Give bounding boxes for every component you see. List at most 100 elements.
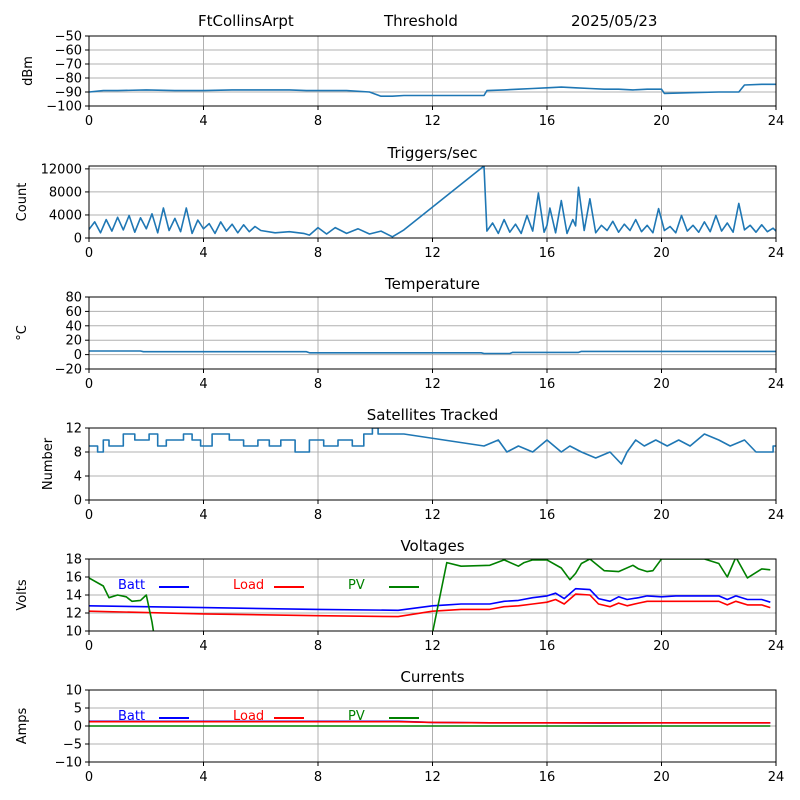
threshold-xtick-label: 24 [768,114,785,129]
temperature-xtick-label: 8 [314,377,322,392]
voltages-ylabel: Volts [15,579,30,611]
temperature-title: Temperature [384,275,480,293]
voltages-xtick-label: 12 [424,639,441,654]
triggers-xtick-label: 4 [199,246,207,261]
currents-xtick-label: 8 [314,770,322,785]
temperature-xtick-label: 20 [653,377,670,392]
temperature-xtick-label: 24 [768,377,785,392]
threshold-ytick-label: −90 [55,86,82,101]
temperature-ytick-label: 0 [74,348,82,363]
threshold-ylabel: dBm [21,56,36,86]
triggers-xtick-label: 16 [539,246,556,261]
triggers-ylabel: Count [15,183,30,222]
threshold-ytick-label: −60 [55,44,82,59]
satellites-xtick-label: 16 [539,508,556,523]
currents-xtick-label: 4 [199,770,207,785]
threshold-ytick-label: −50 [55,30,82,45]
voltages-ytick-label: 10 [65,625,82,640]
temperature-ytick-label: 60 [65,305,82,320]
satellites-panel: 0 4 8 12 16 20 24 0 4 8 12 Satellites Tracked Number [41,406,784,523]
currents-panel: 0 4 8 12 16 20 24 −10 −5 0 5 10 Currents Amps Batt Load… [15,668,784,785]
threshold-xtick-label: 4 [199,114,207,129]
triggers-xtick-label: 20 [653,246,670,261]
threshold-ytick-label: −100 [46,100,82,115]
satellites-ylabel: Number [41,437,56,490]
voltages-legend-label: Load [233,578,264,593]
triggers-ytick-label: 4000 [49,208,82,223]
threshold-xtick-label: 16 [539,114,556,129]
temperature-ytick-label: −20 [55,363,82,378]
currents-ytick-label: 5 [74,702,82,717]
voltages-legend-label: PV [348,578,365,593]
temperature-ytick-label: 40 [65,319,82,334]
satellites-xtick-label: 8 [314,508,322,523]
temperature-xtick-label: 16 [539,377,556,392]
voltages-series-batt-line [89,587,771,612]
satellites-title: Satellites Tracked [367,406,498,424]
currents-xtick-label: 12 [424,770,441,785]
triggers-panel: 0 4 8 12 16 20 24 0 4000 8000 12000 Triggers/sec Cou… [15,144,784,261]
currents-legend-label: Batt [118,709,145,724]
voltages-ytick-label: 12 [65,607,82,622]
voltages-xtick-label: 16 [539,639,556,654]
mode-label: Threshold [384,12,458,30]
threshold-xtick-label: 8 [314,114,322,129]
satellites-xtick-label: 12 [424,508,441,523]
currents-ytick-label: −10 [55,756,82,771]
voltages-ytick-label: 14 [65,589,82,604]
satellites-xtick-label: 20 [653,508,670,523]
threshold-xtick-label: 12 [424,114,441,129]
threshold-xtick-label: 20 [653,114,670,129]
satellites-series-0-line [89,428,776,465]
temperature-xtick-label: 12 [424,377,441,392]
satellites-ytick-label: 0 [74,494,82,509]
temperature-xtick-label: 0 [85,377,93,392]
temperature-ytick-label: 80 [65,291,82,306]
satellites-ytick-label: 12 [65,422,82,437]
temperature-series-0-line [89,350,776,355]
triggers-xtick-label: 8 [314,246,322,261]
voltages-legend-label: Batt [118,578,145,593]
triggers-ytick-label: 12000 [41,162,82,177]
triggers-ytick-label: 0 [74,232,82,247]
currents-ylabel: Amps [15,707,30,744]
triggers-title: Triggers/sec [387,144,478,162]
voltages-series-load-line [89,593,771,618]
voltages-xtick-label: 4 [199,639,207,654]
station-label: FtCollinsArpt [198,12,294,30]
threshold-xtick-label: 0 [85,114,93,129]
currents-xtick-label: 0 [85,770,93,785]
currents-ytick-label: 10 [65,684,82,699]
currents-ytick-label: −5 [63,738,82,753]
voltages-series-pv-line [89,559,771,631]
currents-xtick-label: 24 [768,770,785,785]
satellites-xtick-label: 0 [85,508,93,523]
triggers-xtick-label: 12 [424,246,441,261]
voltages-ytick-label: 16 [65,571,82,586]
currents-series-load-line [89,720,771,724]
threshold-series-0-line [89,83,776,97]
satellites-ytick-label: 8 [74,446,82,461]
threshold-panel: 0 4 8 12 16 20 24 −100−90−80−70−60−50 dBm [21,30,784,130]
voltages-ytick-label: 18 [65,553,82,568]
date-label: 2025/05/23 [571,12,658,30]
voltages-xtick-label: 20 [653,639,670,654]
currents-xtick-label: 20 [653,770,670,785]
voltages-xtick-label: 0 [85,639,93,654]
temperature-ylabel: °C [15,325,30,341]
satellites-ytick-label: 4 [74,470,82,485]
triggers-series-0-line [89,166,776,238]
temperature-xtick-label: 4 [199,377,207,392]
voltages-panel: 0 4 8 12 16 20 24 10 12 14 16 18 Voltages Volts Batt Lo… [15,537,785,654]
voltages-xtick-label: 24 [768,639,785,654]
triggers-xtick-label: 24 [768,246,785,261]
currents-legend-label: Load [233,709,264,724]
triggers-ytick-label: 8000 [49,185,82,200]
triggers-xtick-label: 0 [85,246,93,261]
voltages-xtick-label: 8 [314,639,322,654]
currents-xtick-label: 16 [539,770,556,785]
threshold-ytick-label: −80 [55,72,82,87]
